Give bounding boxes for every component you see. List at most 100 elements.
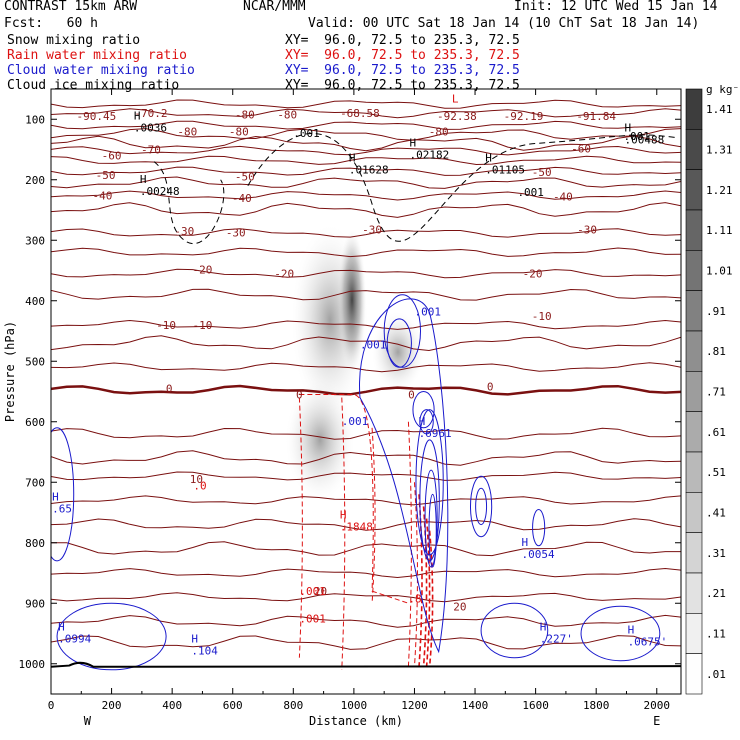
extremum-value: .0036	[134, 121, 167, 134]
extremum-value: .01628	[349, 164, 389, 177]
isotherm-label: -80	[235, 108, 255, 121]
x-axis-label: Distance (km)	[309, 714, 403, 728]
rain-contour	[371, 427, 376, 604]
contour-label: .0	[193, 479, 206, 492]
isotherm	[51, 592, 681, 603]
field-cloudice-label: Cloud ice mixing ratio	[7, 78, 180, 93]
contour-label: .001	[299, 585, 326, 598]
colorbar-swatch	[685, 290, 703, 332]
extremum-value: .02182	[409, 149, 449, 162]
isotherm-label: -30	[577, 223, 597, 236]
colorbar-swatch	[685, 411, 703, 453]
cloud-water-contour	[56, 602, 167, 671]
isotherm--50	[51, 166, 681, 176]
colorbar-label: 1.01	[706, 265, 733, 278]
extremum-marker: H	[140, 173, 147, 186]
cloud-water-contour	[480, 602, 549, 659]
x-tick-label: 200	[102, 699, 122, 712]
contour-label: .001	[414, 306, 441, 319]
rain-contour	[341, 397, 346, 670]
isotherm	[51, 495, 681, 506]
isotherm	[51, 614, 681, 628]
extremum-marker: H	[522, 536, 529, 549]
colorbar-label: 1.31	[706, 144, 733, 157]
header-forecast: Fcst: 60 h	[4, 16, 98, 31]
isotherm-label: -60	[102, 150, 122, 163]
isotherm	[51, 202, 681, 218]
extremum-value: .00488	[625, 133, 665, 146]
isotherm-label: 20	[314, 585, 327, 598]
isotherm-label: 0	[487, 381, 494, 394]
header-model: CONTRAST 15km ARW	[4, 0, 138, 14]
extremum-value: .1848	[340, 521, 373, 534]
isotherm-label: -70.2	[134, 107, 167, 120]
isotherm-label: -68.58	[340, 107, 380, 120]
isotherm-label: -30	[226, 226, 246, 239]
contour-label: .001	[360, 338, 387, 351]
isotherm	[51, 176, 681, 189]
isotherm	[51, 335, 681, 352]
cloud-water-contour	[412, 391, 435, 429]
extremum-value: .0994	[58, 633, 91, 646]
extremum-value: .01105	[485, 164, 525, 177]
y-tick-label: 900	[25, 597, 45, 610]
x-tick-label: 1600	[522, 699, 549, 712]
isotherm--20	[51, 268, 681, 279]
x-tick-label: 800	[283, 699, 303, 712]
isotherm-label: -40	[232, 192, 252, 205]
x-tick-label: 0	[48, 699, 55, 712]
x-tick-label: 1200	[401, 699, 428, 712]
field-cloudwater-xy: XY= 96.0, 72.5 to 235.3, 72.5	[285, 63, 520, 78]
extremum-value: .6961	[419, 427, 452, 440]
colorbar-swatch	[685, 572, 703, 614]
isotherm-label: -30	[362, 223, 382, 236]
isotherm-label: -10	[532, 310, 552, 323]
colorbar-swatch	[685, 88, 703, 130]
extremum-marker: H	[419, 415, 426, 428]
header-init: Init: 12 UTC Wed 15 Jan 14	[514, 0, 718, 14]
isotherm-label: -91.84	[576, 110, 616, 123]
colorbar-swatch	[685, 613, 703, 654]
extremum-marker: H	[540, 621, 547, 634]
colorbar-label: 1.21	[706, 184, 733, 197]
isotherm-label: 10	[190, 473, 203, 486]
isotherm-0	[51, 384, 681, 396]
x-end-label-east: E	[653, 714, 660, 728]
contour-label: .001	[299, 612, 326, 625]
contour-label: .001	[517, 186, 544, 199]
rain-contour	[298, 397, 303, 658]
colorbar-swatch	[685, 169, 703, 211]
extremum-marker: H	[191, 633, 198, 646]
isotherm	[51, 518, 681, 531]
y-axis-label: Pressure (hPa)	[3, 321, 17, 422]
cloud-water-contour	[419, 439, 440, 562]
x-tick-label: 2000	[644, 699, 671, 712]
isotherm	[51, 450, 681, 466]
colorbar-swatch	[685, 330, 703, 372]
extremum-marker: H	[52, 490, 59, 503]
snow-shading-core	[338, 230, 366, 370]
isotherm	[51, 427, 681, 440]
colorbar-label: 1.41	[706, 103, 733, 116]
colorbar-label: .11	[706, 628, 726, 641]
cloud-water-contour	[415, 409, 444, 556]
isotherm-label: -50	[235, 171, 255, 184]
isotherm	[51, 135, 681, 152]
plot-border	[50, 88, 682, 695]
cloud-water-contour	[383, 294, 422, 368]
y-tick-label: 800	[25, 537, 45, 550]
x-tick-label: 1800	[583, 699, 610, 712]
isotherm-label: -10	[156, 319, 176, 332]
cloud-water-contour	[475, 487, 488, 526]
colorbar-swatch	[685, 653, 703, 695]
isotherm--60	[51, 145, 681, 156]
colorbar-swatch	[685, 532, 703, 574]
x-tick-label: 400	[162, 699, 182, 712]
colorbar-label: .01	[706, 668, 726, 681]
extremum-value: .0054	[522, 548, 555, 561]
cloud-water-contour	[419, 409, 434, 435]
isotherm-label: -70	[141, 144, 161, 157]
rain-contour	[428, 530, 434, 667]
extremum-value: .00248	[140, 185, 180, 198]
y-tick-label: 200	[25, 174, 45, 187]
